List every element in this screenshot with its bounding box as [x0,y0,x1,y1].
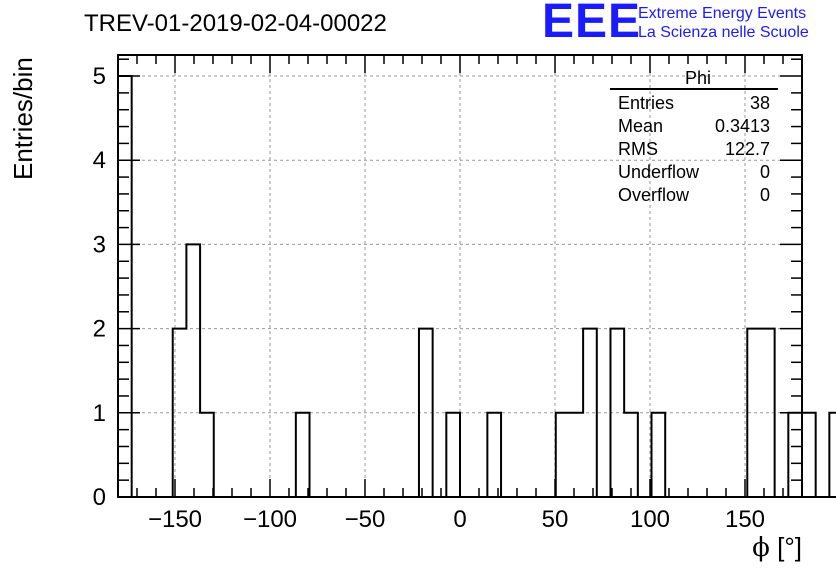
y-tick-label: 5 [93,63,106,90]
stats-row-rms: RMS 122.7 [610,138,778,161]
stats-box: Phi Entries 38 Mean 0.3413 RMS 122.7 Und… [610,68,778,207]
stats-value: 0.3413 [714,116,770,136]
histogram-bin [446,413,460,497]
histogram-bin [652,413,666,497]
x-tick-label: 100 [630,506,670,533]
histogram-bin [296,413,310,497]
logo-line-1: Extreme Energy Events [638,5,807,22]
eee-logo: EEE [542,0,642,48]
x-tick-label: 150 [725,506,765,533]
stats-label: Underflow [618,162,700,182]
stats-label: Overflow [618,185,690,205]
y-tick-label: 4 [93,147,106,174]
histogram-bin [118,76,132,497]
stats-value: 0 [759,185,770,205]
plot-title: TREV-01-2019-02-04-00022 [84,10,387,37]
histogram-bin [788,413,802,497]
stats-value: 122.7 [724,139,770,159]
x-tick-label: −50 [345,506,386,533]
stats-row-underflow: Underflow 0 [610,161,778,184]
stats-label: Entries [618,93,675,113]
stats-row-overflow: Overflow 0 [610,184,778,207]
stats-label: RMS [618,139,658,159]
histogram-bin [200,413,214,497]
histogram-bin [624,413,638,497]
y-tick-label: 0 [93,484,106,511]
histogram-bin [802,413,816,497]
stats-value: 38 [749,93,770,113]
x-axis-symbol: ϕ [752,533,770,563]
stats-value: 0 [759,162,770,182]
x-tick-label: 0 [453,506,466,533]
histogram-bin [556,413,570,497]
y-tick-label: 1 [93,400,106,427]
stats-label: Mean [618,116,664,136]
eee-logo-text: Extreme Energy Events La Scienza nelle S… [638,4,809,42]
stats-row-entries: Entries 38 [610,92,778,115]
y-tick-label: 3 [93,231,106,258]
logo-line-2: La Scienza nelle Scuole [638,24,809,41]
histogram-bin [186,244,200,497]
x-axis-label: ϕ [°] [752,532,802,563]
x-tick-label: −100 [243,506,297,533]
y-axis-label: Entries/bin [8,57,38,180]
x-tick-label: 50 [542,506,569,533]
x-axis-unit: [°] [777,532,802,562]
x-tick-label: −150 [148,506,202,533]
stats-name: Phi [610,68,778,90]
stats-row-mean: Mean 0.3413 [610,115,778,138]
y-tick-label: 2 [93,316,106,343]
histogram-bin [487,413,501,497]
histogram-bin [569,413,583,497]
